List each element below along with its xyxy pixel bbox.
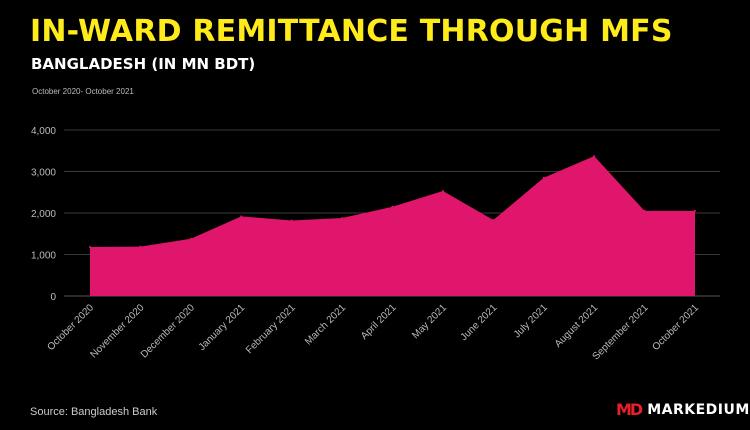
y-tick-label: 4,000 bbox=[31, 126, 56, 137]
y-tick-label: 2,000 bbox=[31, 209, 56, 220]
brand-logo: MD MARKEDIUM bbox=[616, 400, 750, 419]
y-tick-label: 3,000 bbox=[31, 168, 56, 179]
data-point bbox=[341, 216, 344, 219]
data-point bbox=[391, 205, 394, 208]
data-point bbox=[542, 176, 545, 179]
x-tick-label: July 2021 bbox=[512, 302, 550, 340]
data-point bbox=[694, 209, 696, 212]
data-point bbox=[492, 219, 495, 222]
x-tick-label: January 2021 bbox=[197, 302, 248, 353]
x-tick-label: March 2021 bbox=[303, 302, 348, 347]
source-note: Source: Bangladesh Bank bbox=[30, 406, 158, 418]
chart-period: October 2020- October 2021 bbox=[32, 87, 134, 96]
area-series bbox=[90, 156, 695, 296]
brand-name: MARKEDIUM bbox=[647, 401, 750, 418]
data-point bbox=[593, 155, 596, 158]
x-tick-label: August 2021 bbox=[553, 302, 601, 350]
x-tick-label: December 2020 bbox=[139, 302, 197, 360]
data-point bbox=[139, 245, 142, 248]
chart-subtitle: BANGLADESH (IN MN BDT) bbox=[31, 55, 256, 73]
data-point bbox=[441, 190, 444, 193]
data-point bbox=[240, 215, 243, 218]
x-tick-label: October 2021 bbox=[650, 302, 701, 353]
brand-mark-icon: MD bbox=[616, 400, 643, 419]
x-tick-label: April 2021 bbox=[359, 302, 399, 342]
y-tick-label: 0 bbox=[50, 292, 56, 303]
y-tick-label: 1,000 bbox=[31, 251, 56, 262]
x-tick-label: October 2020 bbox=[45, 302, 96, 353]
x-tick-label: September 2021 bbox=[591, 302, 651, 362]
x-tick-label: May 2021 bbox=[410, 302, 449, 341]
data-point bbox=[189, 237, 192, 240]
data-point bbox=[89, 246, 91, 249]
x-tick-label: February 2021 bbox=[244, 302, 298, 356]
x-tick-label: June 2021 bbox=[459, 302, 500, 343]
chart-title: IN-WARD REMITTANCE THROUGH MFS bbox=[30, 14, 673, 49]
data-point bbox=[643, 209, 646, 212]
x-tick-label: November 2020 bbox=[88, 302, 146, 360]
data-point bbox=[290, 219, 293, 222]
